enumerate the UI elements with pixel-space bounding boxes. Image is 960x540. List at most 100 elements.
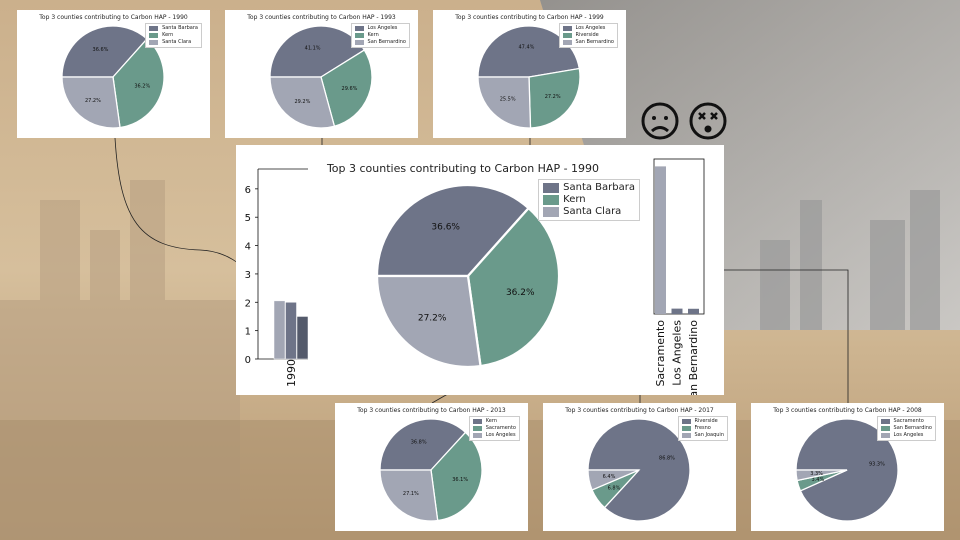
legend-item: San Bernardino <box>562 39 614 46</box>
legend-swatch <box>880 425 890 432</box>
pie-chart: 47.4% 27.2% 25.5% <box>477 25 581 129</box>
legend-label: Santa Clara <box>162 39 192 45</box>
pie-pct-label: 36.8% <box>411 440 427 446</box>
pie-chart: 36.8% 36.1% 27.1% <box>379 418 483 522</box>
pie-title: Top 3 counties contributing to Carbon HA… <box>39 14 188 21</box>
legend-label: Sacramento <box>485 425 516 431</box>
legend-label: Santa Clara <box>563 206 622 217</box>
legend-label: Riverside <box>694 418 718 424</box>
legend-swatch <box>681 418 691 425</box>
legend-swatch <box>354 39 364 46</box>
legend-label: Los Angeles <box>893 432 924 438</box>
pie-slice-los-angeles <box>379 469 439 522</box>
bar-1990-2 <box>296 316 309 360</box>
pie-slice-santa-clara <box>61 76 121 129</box>
legend-label: Los Angeles <box>367 25 398 31</box>
legend-item: Los Angeles <box>354 25 406 32</box>
pie-title: Top 3 counties contributing to Carbon HA… <box>357 407 506 414</box>
x-tick-label: Los Angeles <box>671 320 684 386</box>
bar-san-bernardino <box>688 308 699 314</box>
legend-item: Santa Barbara <box>543 182 635 194</box>
y-tick-label: 6 <box>245 185 251 196</box>
pie-legend: Los Angeles Riverside San Bernardino <box>558 23 618 48</box>
legend-swatch <box>562 25 572 32</box>
y-tick-label: 3 <box>245 270 251 281</box>
y-tick-label: 1 <box>245 327 251 338</box>
pie-pct-label: 29.2% <box>294 99 310 105</box>
pie-chart: 86.8% 6.8% 6.4% <box>587 418 691 522</box>
pie-pct-label: 36.6% <box>93 47 109 53</box>
legend-item: Kern <box>354 32 406 39</box>
pie-title: Top 3 counties contributing to Carbon HA… <box>565 407 714 414</box>
y-tick-label: 0 <box>245 355 251 366</box>
pie-pct-label: 27.2% <box>545 94 561 100</box>
pie-slice-kern <box>379 418 467 471</box>
pie-slice-riverside <box>528 67 581 129</box>
pie-panel-2017: Top 3 counties contributing to Carbon HA… <box>543 403 736 531</box>
pie-panel-1999: Top 3 counties contributing to Carbon HA… <box>433 10 626 138</box>
bar-1990-0 <box>273 300 286 360</box>
y-tick-label: 4 <box>245 242 251 253</box>
legend-swatch <box>543 183 560 193</box>
legend-item: Santa Clara <box>543 206 635 218</box>
pie-legend: Sacramento San Bernardino Los Angeles <box>876 416 936 441</box>
legend-label: San Bernardino <box>893 425 932 431</box>
legend-label: Fresno <box>694 425 711 431</box>
legend-swatch <box>681 425 691 432</box>
legend-label: Los Angeles <box>485 432 516 438</box>
main-chart-panel: 0 1 2 3 4 5 6 1990 Top 3 counties contributing… <box>236 145 640 395</box>
pie-pct-label: 6.8% <box>608 485 621 491</box>
pie-pct-label: 93.3% <box>869 461 885 467</box>
pie-pct-label: 36.1% <box>452 477 468 483</box>
pie-slice-santa-barbara <box>61 25 148 78</box>
x-tick-label: Sacramento <box>654 320 667 387</box>
legend-item: San Bernardino <box>880 425 932 432</box>
bar-sacramento <box>655 166 666 314</box>
legend-item: San Joaquin <box>681 432 724 439</box>
legend-item: San Bernardino <box>354 39 406 46</box>
legend-swatch <box>880 418 890 425</box>
x-tick-label: San Bernardino <box>687 320 700 395</box>
pie-slice-san-joaquin <box>587 469 640 491</box>
legend-swatch <box>562 32 572 39</box>
main-chart-title: Top 3 counties contributing to Carbon HA… <box>326 162 600 175</box>
legend-item: Riverside <box>562 32 614 39</box>
legend-item: Los Angeles <box>562 25 614 32</box>
legend-item: Riverside <box>681 418 725 425</box>
legend-swatch <box>543 207 560 217</box>
bar-los-angeles <box>671 308 683 314</box>
pie-pct-label: 36.6% <box>431 222 460 232</box>
legend-item: Los Angeles <box>880 432 932 439</box>
legend-label: Kern <box>485 418 497 424</box>
legend-swatch <box>472 432 482 439</box>
pie-chart: 41.1% 29.6% 29.2% <box>269 25 373 129</box>
pie-pct-label: 36.2% <box>506 288 535 298</box>
legend-swatch <box>149 25 159 32</box>
pie-chart: 36.6% 36.2% 27.2% <box>61 25 165 129</box>
pie-slice-sacramento <box>430 431 483 522</box>
legend-swatch <box>354 25 364 32</box>
pie-pct-label: 25.5% <box>500 97 516 103</box>
legend-label: Los Angeles <box>575 25 606 31</box>
legend-item: Fresno <box>681 425 725 432</box>
y-tick-label: 5 <box>245 213 251 224</box>
pie-pct-label: 27.1% <box>403 491 419 497</box>
bar-1990-1 <box>285 302 297 360</box>
pie-legend: Riverside Fresno San Joaquin <box>677 416 728 441</box>
legend-label: Riverside <box>575 32 599 38</box>
y-tick-label: 2 <box>245 298 251 309</box>
legend-swatch <box>543 195 560 205</box>
x-tick-1990: 1990 <box>285 359 298 387</box>
legend-item: Kern <box>543 194 635 206</box>
legend-swatch <box>149 39 159 46</box>
pie-pct-label: 47.4% <box>519 44 535 50</box>
pie-slice-los-angeles <box>477 25 581 78</box>
pie-slice-kern <box>466 206 561 368</box>
main-pie: 36.6% 36.2% 27.2% <box>375 183 561 369</box>
legend-label: Kern <box>563 194 586 205</box>
legend-label: Kern <box>367 32 379 38</box>
pie-pct-label: 3.4% <box>812 477 825 483</box>
pie-panel-1993: Top 3 counties contributing to Carbon HA… <box>225 10 418 138</box>
pie-slice-san-bernardino <box>269 76 336 129</box>
pie-pct-label: 36.2% <box>134 84 150 90</box>
